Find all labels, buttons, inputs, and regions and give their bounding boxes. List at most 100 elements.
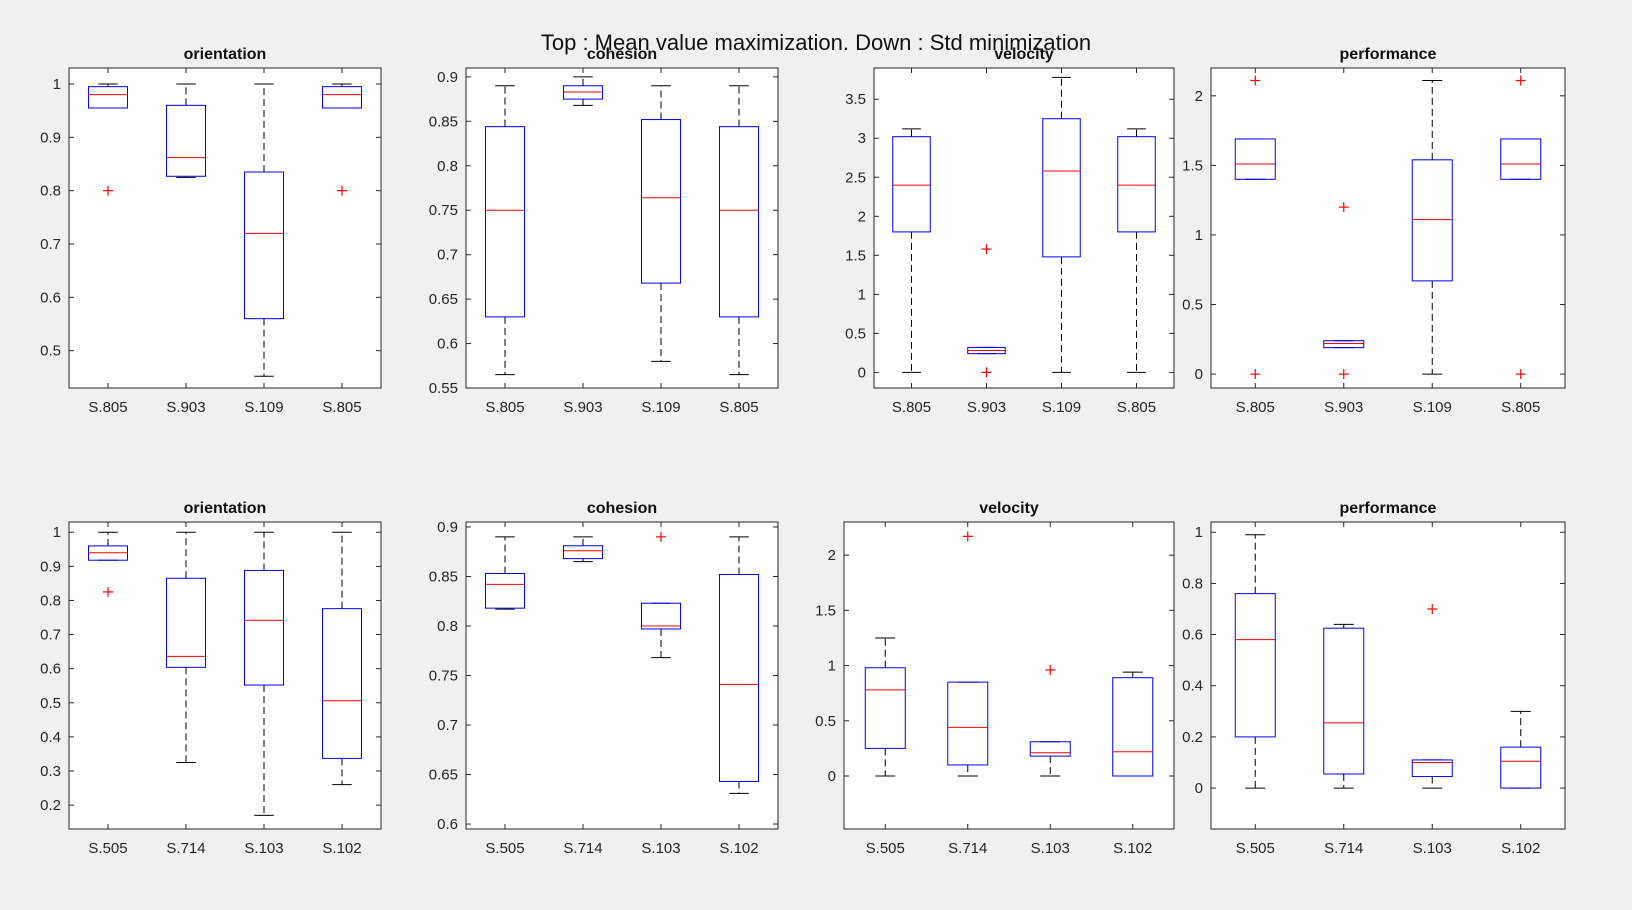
box-group	[485, 536, 525, 610]
subplot-6: cohesion 0.6 0.65 0.7 0.75 0.8 0.85 0.9 S.505 S.7…	[429, 500, 779, 857]
axes-frame	[465, 67, 779, 389]
x-tick-label: S.805	[1501, 399, 1540, 416]
y-tick-label: 0.9	[437, 69, 458, 86]
x-tick-label: S.102	[1501, 840, 1540, 857]
iqr-box	[1117, 136, 1156, 233]
subplot-title: performance	[1340, 46, 1437, 63]
box-group	[1323, 202, 1365, 380]
iqr-box	[1112, 677, 1154, 777]
x-tick-label: S.805	[485, 399, 524, 416]
box-group	[485, 85, 525, 376]
x-tick-label: S.505	[485, 840, 524, 857]
x-tick-label: S.805	[1236, 399, 1275, 416]
iqr-box	[641, 119, 681, 284]
subplot-title: cohesion	[587, 46, 657, 63]
y-tick-label: 0.6	[40, 289, 61, 306]
iqr-box	[88, 86, 128, 109]
outlier-marker	[1250, 75, 1261, 86]
iqr-box	[1500, 746, 1542, 789]
x-tick-label: S.805	[719, 399, 758, 416]
outlier-marker	[1338, 369, 1349, 380]
box-group	[563, 536, 603, 563]
box-group	[1029, 664, 1071, 777]
x-tick-label: S.903	[563, 399, 602, 416]
y-tick-label: 0.8	[437, 158, 458, 175]
box-group	[1411, 603, 1453, 789]
iqr-box	[1234, 593, 1276, 738]
x-tick-label: S.714	[563, 840, 602, 857]
y-tick-label: 2	[1195, 88, 1203, 105]
y-tick-label: 1	[858, 286, 866, 303]
y-tick-label: 3.5	[845, 91, 866, 108]
iqr-box	[485, 126, 525, 318]
iqr-box	[485, 572, 525, 609]
box-group	[719, 85, 759, 376]
y-tick-label: 0.65	[429, 767, 458, 784]
subplot-title: cohesion	[587, 500, 657, 517]
box-group	[244, 83, 284, 377]
y-tick-label: 0	[1195, 366, 1203, 383]
iqr-box	[1323, 340, 1365, 349]
y-tick-label: 1	[53, 524, 61, 541]
x-tick-label: S.103	[1413, 840, 1452, 857]
y-tick-label: 0.6	[1182, 627, 1203, 644]
box-group	[166, 531, 206, 763]
subplot-title: performance	[1340, 500, 1437, 517]
iqr-box	[641, 602, 681, 630]
box-group	[166, 83, 206, 178]
y-tick-label: 0	[828, 768, 836, 785]
y-tick-label: 0.6	[437, 816, 458, 833]
outlier-marker	[656, 531, 666, 542]
y-tick-label: 0	[1195, 780, 1203, 797]
x-tick-label: S.805	[892, 399, 931, 416]
y-tick-label: 0.4	[1182, 678, 1203, 695]
x-tick-label: S.102	[1113, 840, 1152, 857]
outlier-marker	[1250, 369, 1261, 380]
subplot-title: orientation	[184, 46, 267, 63]
subplot-4: performance 0 0.5 1 1.5 2 S.805 S.903 S.109 S.805	[1182, 46, 1566, 416]
x-tick-label: S.505	[866, 840, 905, 857]
iqr-box	[1323, 627, 1365, 775]
box-group	[244, 531, 284, 816]
y-tick-label: 0.65	[429, 291, 458, 308]
x-tick-label: S.103	[244, 840, 283, 857]
subplot-5: orientation 0.2 0.3 0.4 0.5 0.6 0.7 0.8 0.9 1 S.50…	[40, 500, 382, 857]
y-tick-label: 0.9	[40, 129, 61, 146]
box-group	[563, 76, 603, 106]
outlier-marker	[962, 531, 973, 542]
y-tick-label: 0.5	[40, 695, 61, 712]
outlier-marker	[103, 586, 113, 597]
box-group	[719, 536, 759, 794]
x-tick-label: S.103	[1031, 840, 1070, 857]
y-tick-label: 1.5	[1182, 157, 1203, 174]
outlier-marker	[337, 185, 347, 196]
subplot-title: velocity	[994, 46, 1054, 63]
box-group	[1117, 128, 1156, 373]
box-group	[1500, 75, 1542, 380]
box-group	[322, 83, 362, 196]
y-tick-label: 0.7	[40, 627, 61, 644]
x-tick-label: S.714	[948, 840, 987, 857]
y-tick-label: 2.5	[845, 169, 866, 186]
box-group	[967, 244, 1006, 378]
box-group	[892, 128, 931, 373]
box-group	[641, 531, 681, 659]
y-tick-label: 1.5	[815, 602, 836, 619]
y-tick-label: 0.8	[1182, 575, 1203, 592]
axes-frame	[465, 521, 779, 830]
iqr-box	[864, 667, 906, 749]
y-tick-label: 0.7	[437, 717, 458, 734]
iqr-box	[719, 126, 759, 318]
subplot-3: velocity 0 0.5 1 1.5 2 2.5 3 3.5 S.805 S.903 S.109 S…	[845, 46, 1175, 416]
y-tick-label: 0	[858, 364, 866, 381]
y-tick-label: 0.6	[437, 336, 458, 353]
y-tick-label: 3	[858, 130, 866, 147]
x-tick-label: S.805	[322, 399, 361, 416]
x-tick-label: S.109	[1413, 399, 1452, 416]
axes-background	[466, 68, 778, 388]
y-tick-label: 1	[53, 76, 61, 93]
iqr-box	[322, 608, 362, 759]
axes-background	[874, 68, 1174, 388]
subplot-title: velocity	[979, 500, 1039, 517]
y-tick-label: 0.2	[1182, 729, 1203, 746]
